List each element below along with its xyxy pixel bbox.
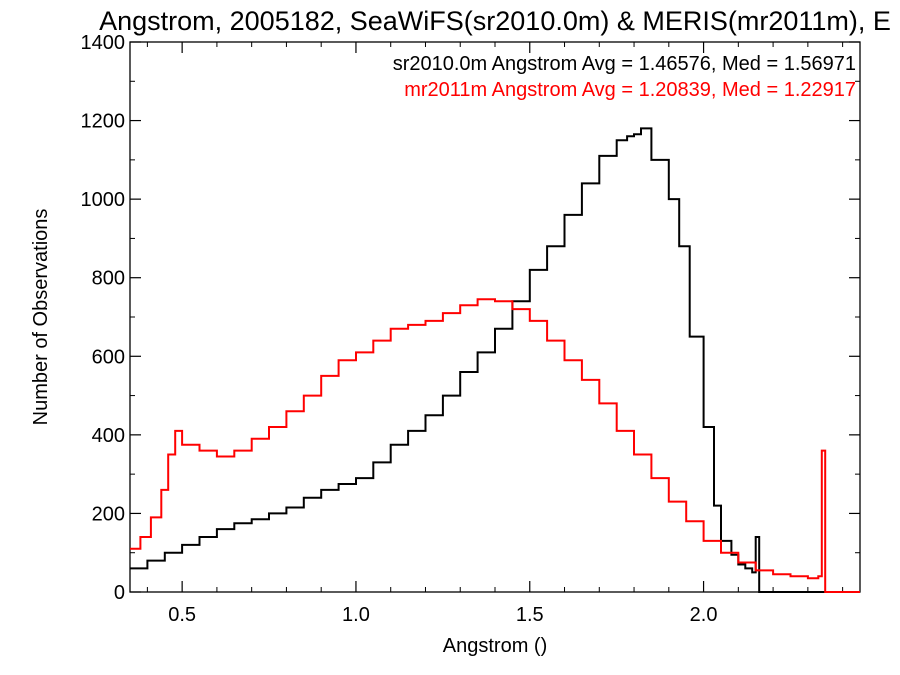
- y-tick-label: 0: [114, 582, 125, 604]
- x-tick-label: 1.0: [342, 604, 370, 626]
- y-axis-label: Number of Observations: [30, 209, 52, 426]
- y-tick-label: 400: [92, 425, 125, 447]
- chart-title: Angstrom, 2005182, SeaWiFS(sr2010.0m) & …: [99, 6, 891, 36]
- y-axis-ticks: 0 200 400 600 800 1000 1200 1400: [81, 32, 860, 604]
- legend: sr2010.0m Angstrom Avg = 1.46576, Med = …: [393, 53, 856, 101]
- x-tick-label: 2.0: [690, 604, 718, 626]
- y-tick-label: 200: [92, 503, 125, 525]
- x-tick-label: 1.5: [516, 604, 544, 626]
- series-line-mr2011m: [130, 298, 860, 593]
- x-axis-label: Angstrom (): [443, 635, 547, 657]
- series-line-sr2010.0m: [130, 127, 860, 593]
- plot-frame: [129, 41, 861, 593]
- x-axis-ticks: 0.5 1.0 1.5 2.0: [146, 42, 844, 626]
- legend-entry-sr2010.0m: sr2010.0m Angstrom Avg = 1.46576, Med = …: [393, 53, 856, 75]
- y-tick-label: 1200: [81, 111, 126, 133]
- y-tick-label: 1000: [81, 189, 126, 211]
- y-tick-label: 1400: [81, 32, 126, 54]
- y-tick-label: 600: [92, 346, 125, 368]
- y-tick-label: 800: [92, 268, 125, 290]
- legend-entry-mr2011m: mr2011m Angstrom Avg = 1.20839, Med = 1.…: [404, 79, 856, 101]
- series-layer: [130, 127, 860, 593]
- x-tick-label: 0.5: [168, 604, 196, 626]
